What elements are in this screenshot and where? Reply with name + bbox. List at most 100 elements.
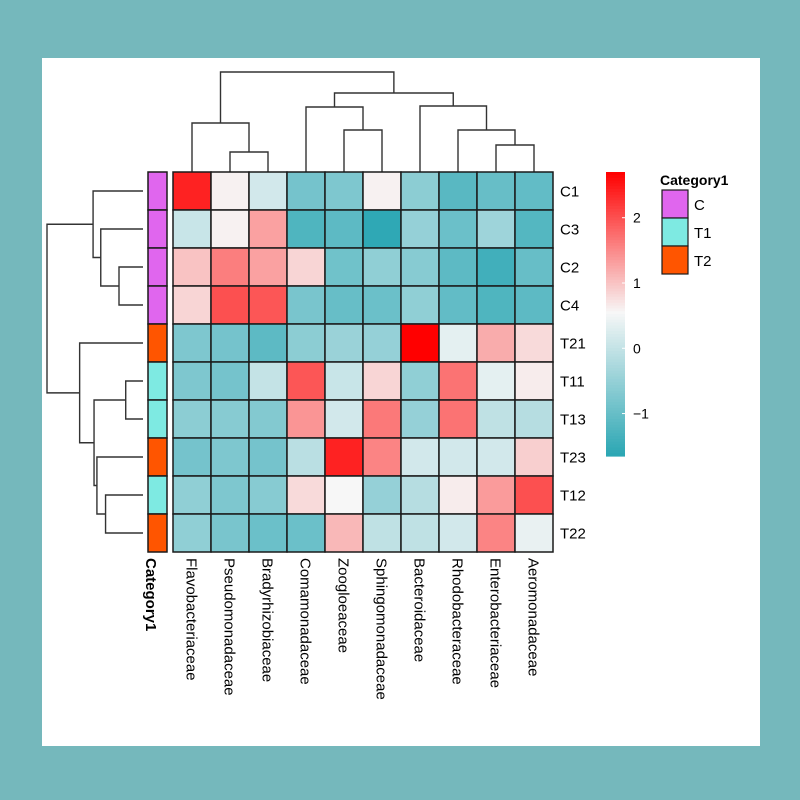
heatmap-cell (362, 209, 402, 249)
annotation-cell (147, 209, 168, 249)
heatmap-cell (476, 361, 516, 401)
color-scale-step (606, 376, 625, 380)
color-scale-step (606, 336, 625, 341)
color-scale-step (606, 444, 625, 449)
heatmap-cell (438, 247, 478, 287)
heatmap-cell (324, 475, 364, 515)
heatmap-cell (210, 475, 250, 515)
heatmap-cell (210, 513, 250, 553)
category-legend-label: T2 (694, 253, 712, 270)
color-scale-step (606, 240, 625, 244)
heatmap-cell (324, 513, 364, 553)
color-scale-step (606, 402, 625, 406)
heatmap-cell (286, 209, 326, 249)
heatmap-cell (400, 247, 440, 287)
heatmap-cell (476, 247, 516, 287)
heatmap-cell (172, 247, 212, 287)
color-scale-step (606, 362, 625, 366)
heatmap-cell (324, 361, 364, 401)
color-scale-step (606, 370, 625, 375)
color-scale-step (606, 251, 625, 255)
color-scale-step (606, 217, 625, 221)
column-label: Rhodobacteraceae (449, 558, 466, 685)
color-scale-step (606, 387, 625, 392)
heatmap-cell (362, 437, 402, 477)
heatmap-cell (362, 285, 402, 325)
color-scale-step (606, 174, 625, 179)
heatmap-cell (248, 247, 288, 287)
color-scale-step (606, 277, 625, 281)
color-scale-step (606, 237, 625, 241)
heatmap-cell (400, 323, 440, 363)
color-scale-tick-label: −1 (633, 406, 649, 422)
column-label: Enterobacteriaceae (487, 558, 504, 688)
dendrogram-branch (191, 122, 250, 172)
heatmap-cell (438, 171, 478, 211)
annotation-cell (147, 399, 168, 439)
heatmap-cell (248, 285, 288, 325)
heatmap-cell (324, 247, 364, 287)
heatmap-cell (400, 361, 440, 401)
color-scale-step (606, 396, 625, 400)
color-scale-step (606, 183, 625, 187)
heatmap-cell (248, 171, 288, 211)
color-scale-step (606, 399, 625, 403)
heatmap-cell (286, 323, 326, 363)
heatmap-cell (248, 323, 288, 363)
row-label: C3 (560, 222, 579, 239)
color-scale-step (606, 191, 625, 196)
color-scale-step (606, 177, 625, 182)
color-scale-step (606, 316, 625, 321)
color-scale-step (606, 416, 625, 420)
dendrogram-branch (495, 144, 535, 172)
color-scale-step (606, 350, 625, 355)
color-scale-step (606, 288, 625, 292)
color-scale-step (606, 419, 625, 423)
dendrogram-branch (333, 92, 454, 107)
heatmap-cell (172, 285, 212, 325)
dendrogram-branch (78, 342, 143, 444)
color-scale-step (606, 243, 625, 247)
heatmap-cell (210, 437, 250, 477)
heatmap-cell (476, 399, 516, 439)
heatmap-cell (400, 209, 440, 249)
color-scale-step (606, 413, 625, 417)
color-scale-step (606, 356, 625, 361)
heatmap-cell (286, 513, 326, 553)
heatmap-cell (248, 399, 288, 439)
heatmap-cell (248, 437, 288, 477)
heatmap-cell (438, 361, 478, 401)
annotation-cell (147, 513, 168, 553)
color-scale-step (606, 197, 625, 201)
row-label: T21 (560, 336, 586, 353)
color-scale-step (606, 189, 625, 193)
heatmap-cell (362, 171, 402, 211)
color-scale-step (606, 385, 625, 389)
row-label: T12 (560, 488, 586, 505)
annotation-cell (147, 437, 168, 477)
color-scale-step (606, 404, 625, 409)
heatmap-cell (476, 209, 516, 249)
row-label: T22 (560, 526, 586, 543)
dendrogram-branch (96, 456, 143, 515)
column-label: Aeromonadaceae (525, 558, 542, 676)
color-scale-step (606, 328, 625, 332)
dendrogram-branch (457, 129, 516, 172)
color-scale-step (606, 231, 625, 236)
color-scale-step (606, 348, 625, 352)
color-scale-step (606, 447, 625, 451)
heatmap-cell (286, 247, 326, 287)
color-scale-step (606, 421, 625, 426)
row-label: C2 (560, 260, 579, 277)
heatmap-cell (514, 361, 554, 401)
heatmap-cell (362, 399, 402, 439)
column-label: Zoogloeaceae (335, 558, 352, 653)
color-scale-step (606, 314, 625, 318)
color-scale-tick-label: 0 (633, 340, 641, 356)
color-scale-step (606, 333, 625, 338)
color-scale-step (606, 228, 625, 233)
color-scale-step (606, 331, 625, 335)
category-legend-swatch (661, 189, 689, 219)
row-label: T11 (560, 374, 585, 391)
heatmap-cell (248, 209, 288, 249)
